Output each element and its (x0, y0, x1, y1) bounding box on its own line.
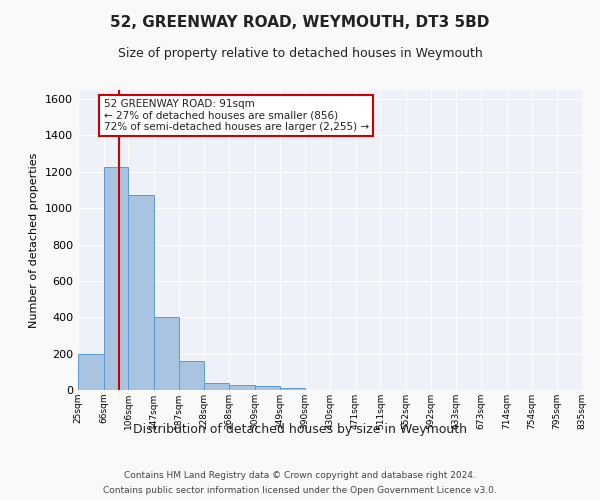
Bar (78, 354, 104, 390)
Text: 52 GREENWAY ROAD: 91sqm
← 27% of detached houses are smaller (856)
72% of semi-d: 52 GREENWAY ROAD: 91sqm ← 27% of detache… (104, 99, 368, 132)
Text: Distribution of detached houses by size in Weymouth: Distribution of detached houses by size … (133, 422, 467, 436)
Bar (179, 361, 205, 390)
Bar (104, 168, 128, 390)
Text: Contains HM Land Registry data © Crown copyright and database right 2024.: Contains HM Land Registry data © Crown c… (124, 471, 476, 480)
Bar (128, 194, 154, 390)
Bar (255, 386, 280, 390)
Text: Contains public sector information licensed under the Open Government Licence v3: Contains public sector information licen… (103, 486, 497, 495)
Text: Size of property relative to detached houses in Weymouth: Size of property relative to detached ho… (118, 48, 482, 60)
Bar (280, 388, 305, 390)
Y-axis label: Number of detached properties: Number of detached properties (29, 152, 40, 328)
Bar (229, 386, 255, 390)
Bar (205, 382, 229, 390)
Bar (154, 318, 179, 390)
Text: 52, GREENWAY ROAD, WEYMOUTH, DT3 5BD: 52, GREENWAY ROAD, WEYMOUTH, DT3 5BD (110, 15, 490, 30)
